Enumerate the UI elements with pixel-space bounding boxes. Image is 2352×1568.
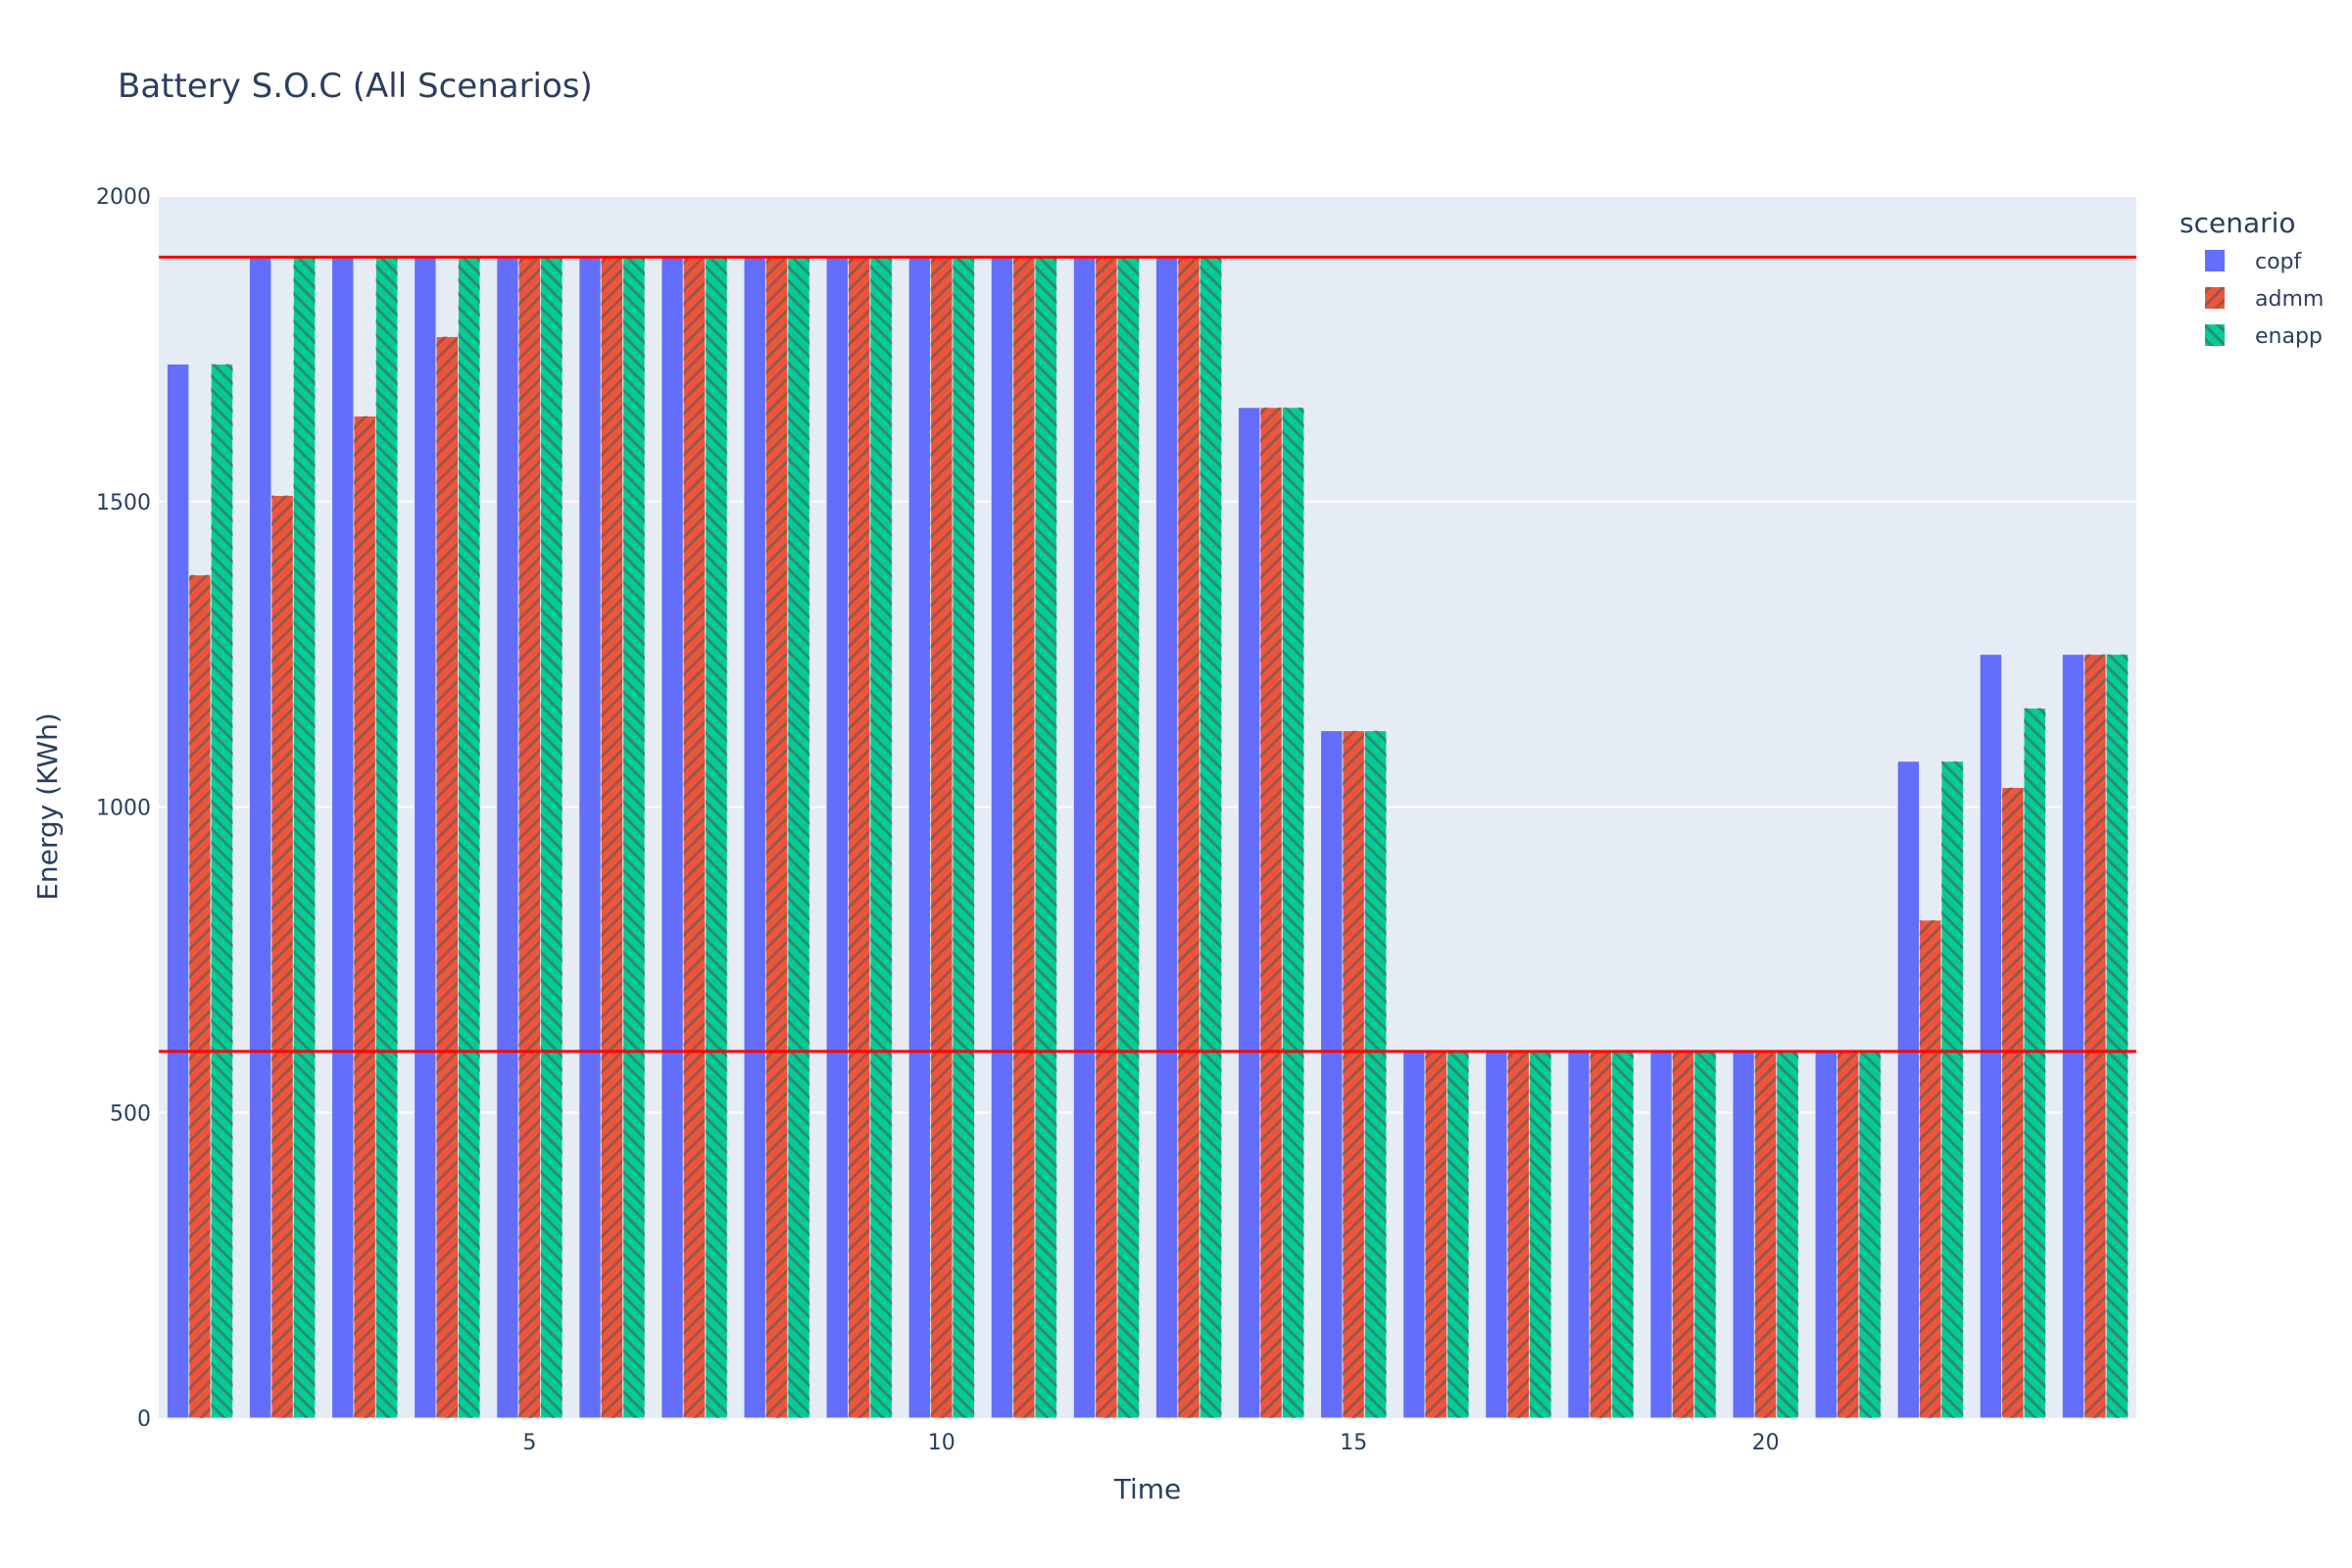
bar-pattern-enapp-14: [1282, 407, 1304, 1419]
bar-pattern-enapp-7: [705, 257, 728, 1419]
bar-pattern-admm-24: [2083, 654, 2107, 1418]
bar-copf-20[interactable]: [1732, 1051, 1755, 1419]
bar-pattern-enapp-20: [1776, 1051, 1799, 1418]
x-tick-label: 5: [522, 1431, 536, 1455]
bar-pattern-admm-1: [188, 574, 212, 1418]
bar-copf-17[interactable]: [1485, 1051, 1508, 1419]
bar-copf-10[interactable]: [907, 256, 932, 1419]
bar-pattern-admm-3: [353, 416, 376, 1419]
bar-pattern-enapp-3: [375, 257, 398, 1419]
legend-label-enapp[interactable]: enapp: [2255, 324, 2323, 349]
bar-pattern-admm-20: [1754, 1051, 1777, 1418]
bar-pattern-enapp-24: [2106, 654, 2129, 1418]
bar-pattern-admm-7: [683, 257, 706, 1419]
bar-pattern-admm-22: [1919, 919, 1942, 1418]
bar-pattern-enapp-19: [1693, 1051, 1717, 1418]
bar-pattern-enapp-22: [1941, 760, 1964, 1418]
chart-title: Battery S.O.C (All Scenarios): [118, 67, 593, 106]
bar-pattern-admm-23: [2001, 787, 2025, 1418]
bar-copf-1[interactable]: [166, 363, 190, 1419]
x-tick-labels: 5 10 15 20: [522, 1431, 1779, 1455]
bar-copf-7[interactable]: [661, 256, 684, 1419]
bar-copf-6[interactable]: [578, 256, 602, 1419]
bar-copf-9[interactable]: [825, 256, 849, 1419]
bar-copf-2[interactable]: [248, 256, 272, 1419]
bar-pattern-admm-14: [1259, 407, 1283, 1419]
bar-copf-18[interactable]: [1567, 1051, 1591, 1419]
bar-pattern-admm-2: [270, 495, 294, 1418]
legend-label-copf[interactable]: copf: [2255, 250, 2303, 274]
bar-pattern-enapp-21: [1858, 1051, 1882, 1418]
bar-pattern-enapp-8: [787, 257, 810, 1419]
bar-pattern-admm-15: [1342, 730, 1365, 1418]
bar-copf-13[interactable]: [1154, 256, 1179, 1419]
threshold-lines: [159, 255, 2136, 1054]
bars: [166, 256, 2130, 1419]
bar-pattern-admm-5: [518, 257, 541, 1419]
x-tick-label: 10: [928, 1431, 956, 1455]
y-tick-label: 500: [110, 1102, 151, 1126]
bar-copf-14[interactable]: [1237, 407, 1261, 1419]
bar-pattern-admm-4: [436, 336, 459, 1418]
bar-copf-3[interactable]: [331, 256, 355, 1419]
bar-pattern-enapp-9: [869, 257, 893, 1419]
legend-swatch-pattern-admm: [2205, 287, 2225, 309]
x-tick-label: 15: [1340, 1431, 1367, 1455]
bar-pattern-admm-19: [1672, 1051, 1694, 1418]
bar-copf-23[interactable]: [1979, 654, 2003, 1419]
bar-copf-24[interactable]: [2061, 654, 2085, 1419]
y-tick-labels: 0 500 1000 1500 2000: [96, 185, 151, 1432]
bar-pattern-enapp-4: [458, 257, 480, 1419]
bar-pattern-enapp-23: [2024, 708, 2046, 1418]
bar-pattern-admm-9: [848, 257, 870, 1419]
bar-pattern-enapp-1: [211, 364, 233, 1418]
legend: scenario copf admm enapp: [2180, 207, 2324, 349]
gridlines: [159, 195, 2136, 1114]
legend-swatch-pattern-enapp: [2205, 324, 2225, 346]
bar-pattern-admm-8: [765, 257, 788, 1419]
bar-pattern-admm-12: [1095, 257, 1118, 1419]
bar-pattern-admm-16: [1425, 1051, 1447, 1418]
bar-copf-22[interactable]: [1896, 760, 1921, 1419]
bar-pattern-admm-10: [930, 257, 954, 1419]
y-axis-title: Energy (KWh): [31, 712, 64, 901]
bar-copf-8[interactable]: [743, 256, 766, 1419]
bar-copf-16[interactable]: [1402, 1051, 1426, 1419]
x-tick-label: 20: [1752, 1431, 1780, 1455]
bar-pattern-admm-11: [1012, 257, 1036, 1419]
bar-copf-21[interactable]: [1814, 1051, 1838, 1419]
bar-pattern-enapp-11: [1035, 257, 1057, 1419]
bar-copf-5[interactable]: [496, 256, 519, 1419]
bar-copf-12[interactable]: [1072, 256, 1097, 1419]
bar-pattern-enapp-6: [622, 257, 646, 1419]
bar-pattern-admm-21: [1837, 1051, 1859, 1418]
bar-pattern-admm-18: [1590, 1051, 1612, 1418]
bar-pattern-enapp-17: [1529, 1051, 1552, 1418]
bar-copf-4[interactable]: [414, 256, 437, 1419]
bar-pattern-enapp-16: [1446, 1051, 1469, 1418]
y-tick-label: 0: [137, 1407, 151, 1432]
legend-swatch-copf[interactable]: [2205, 250, 2225, 271]
bar-copf-15[interactable]: [1320, 730, 1344, 1419]
bar-pattern-enapp-12: [1117, 257, 1140, 1419]
bar-pattern-enapp-5: [540, 257, 564, 1419]
bar-copf-19[interactable]: [1649, 1051, 1673, 1419]
bar-pattern-enapp-13: [1200, 257, 1222, 1419]
y-tick-label: 1500: [96, 491, 151, 515]
legend-title: scenario: [2180, 207, 2296, 239]
bar-pattern-enapp-2: [293, 257, 316, 1419]
bar-pattern-admm-13: [1177, 257, 1200, 1419]
x-axis-title: Time: [1113, 1473, 1182, 1505]
bar-pattern-admm-17: [1507, 1051, 1530, 1418]
legend-label-admm[interactable]: admm: [2255, 287, 2324, 312]
y-tick-label: 1000: [96, 797, 151, 821]
bar-pattern-admm-6: [601, 257, 623, 1419]
bar-copf-11[interactable]: [990, 256, 1014, 1419]
bar-pattern-enapp-10: [953, 257, 975, 1419]
bar-pattern-enapp-15: [1364, 730, 1387, 1418]
bar-pattern-enapp-18: [1611, 1051, 1635, 1418]
y-tick-label: 2000: [96, 185, 151, 210]
